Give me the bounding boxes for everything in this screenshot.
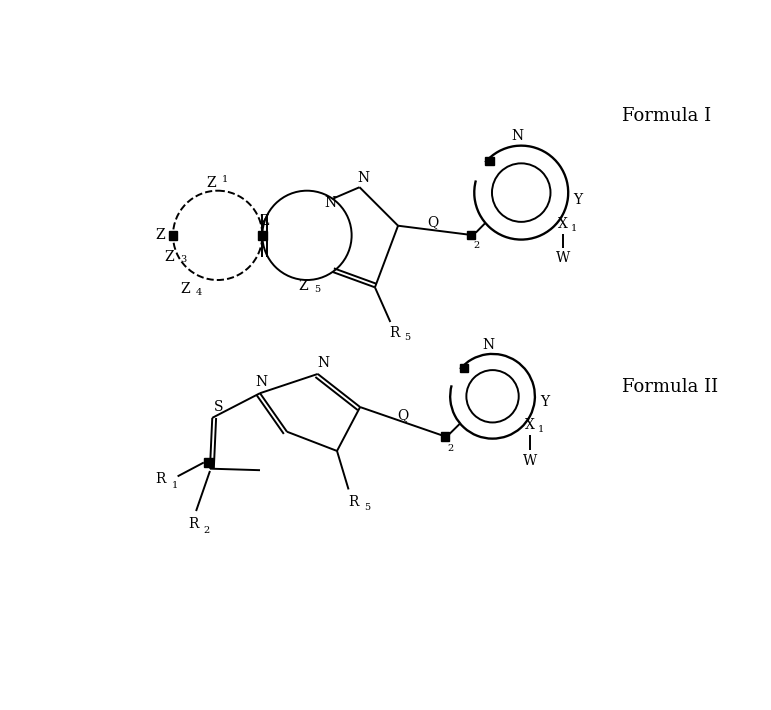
Text: 1: 1 xyxy=(571,224,577,233)
Text: Z: Z xyxy=(164,250,174,264)
Text: 5: 5 xyxy=(364,503,370,513)
Bar xyxy=(204,458,213,466)
Text: 2: 2 xyxy=(473,241,480,250)
Text: N: N xyxy=(357,171,369,185)
Text: N: N xyxy=(255,375,268,388)
Text: 4: 4 xyxy=(196,288,202,297)
Text: Z: Z xyxy=(156,229,166,242)
Text: X: X xyxy=(558,217,568,231)
Text: Z: Z xyxy=(180,283,190,296)
Text: X: X xyxy=(525,418,534,432)
Text: R: R xyxy=(188,517,198,531)
Text: 5: 5 xyxy=(404,333,410,342)
Text: 1: 1 xyxy=(222,175,228,185)
Text: R: R xyxy=(389,326,399,340)
Text: Z: Z xyxy=(260,214,269,229)
Text: W: W xyxy=(523,454,537,468)
Bar xyxy=(467,231,476,239)
Text: R: R xyxy=(156,472,166,486)
Bar xyxy=(169,231,177,239)
Text: Q: Q xyxy=(427,215,438,229)
Text: N: N xyxy=(318,356,330,370)
Text: 3: 3 xyxy=(180,256,186,265)
Text: S: S xyxy=(214,400,223,414)
Text: R: R xyxy=(348,495,359,509)
Text: Z: Z xyxy=(298,279,308,293)
Text: N: N xyxy=(324,196,336,210)
Text: Q: Q xyxy=(397,408,408,422)
Text: 2: 2 xyxy=(204,526,210,535)
Text: N: N xyxy=(483,338,495,351)
Text: W: W xyxy=(556,251,570,266)
Text: Y: Y xyxy=(573,193,582,207)
Bar xyxy=(258,231,267,239)
Bar xyxy=(440,432,449,440)
Text: Y: Y xyxy=(540,395,550,410)
Text: 2: 2 xyxy=(447,444,453,453)
Bar xyxy=(486,157,494,165)
Text: 1: 1 xyxy=(537,425,544,434)
Text: 1: 1 xyxy=(171,481,177,490)
Text: 5: 5 xyxy=(314,285,320,294)
Text: N: N xyxy=(511,129,524,143)
Text: Z: Z xyxy=(207,176,217,190)
Bar xyxy=(460,364,469,372)
Text: Formula II: Formula II xyxy=(622,378,718,395)
Text: Formula I: Formula I xyxy=(622,106,711,125)
